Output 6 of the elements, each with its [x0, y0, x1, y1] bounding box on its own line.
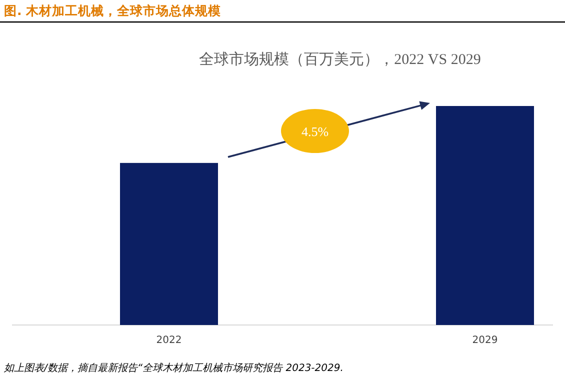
- chart-subtitle: 全球市场规模（百万美元），2022 VS 2029: [199, 51, 481, 68]
- annotation: 4.5%: [301, 124, 329, 139]
- text: 如上图表/数据，摘自最新报告“全球木材加工机械市场研究报告 2023-2029.: [3, 362, 344, 374]
- chart-title: 图. 木材加工机械，全球市场总体规模: [4, 3, 222, 18]
- x-tick-label: 2029: [472, 335, 498, 346]
- x-tick-label: 2022: [156, 335, 182, 346]
